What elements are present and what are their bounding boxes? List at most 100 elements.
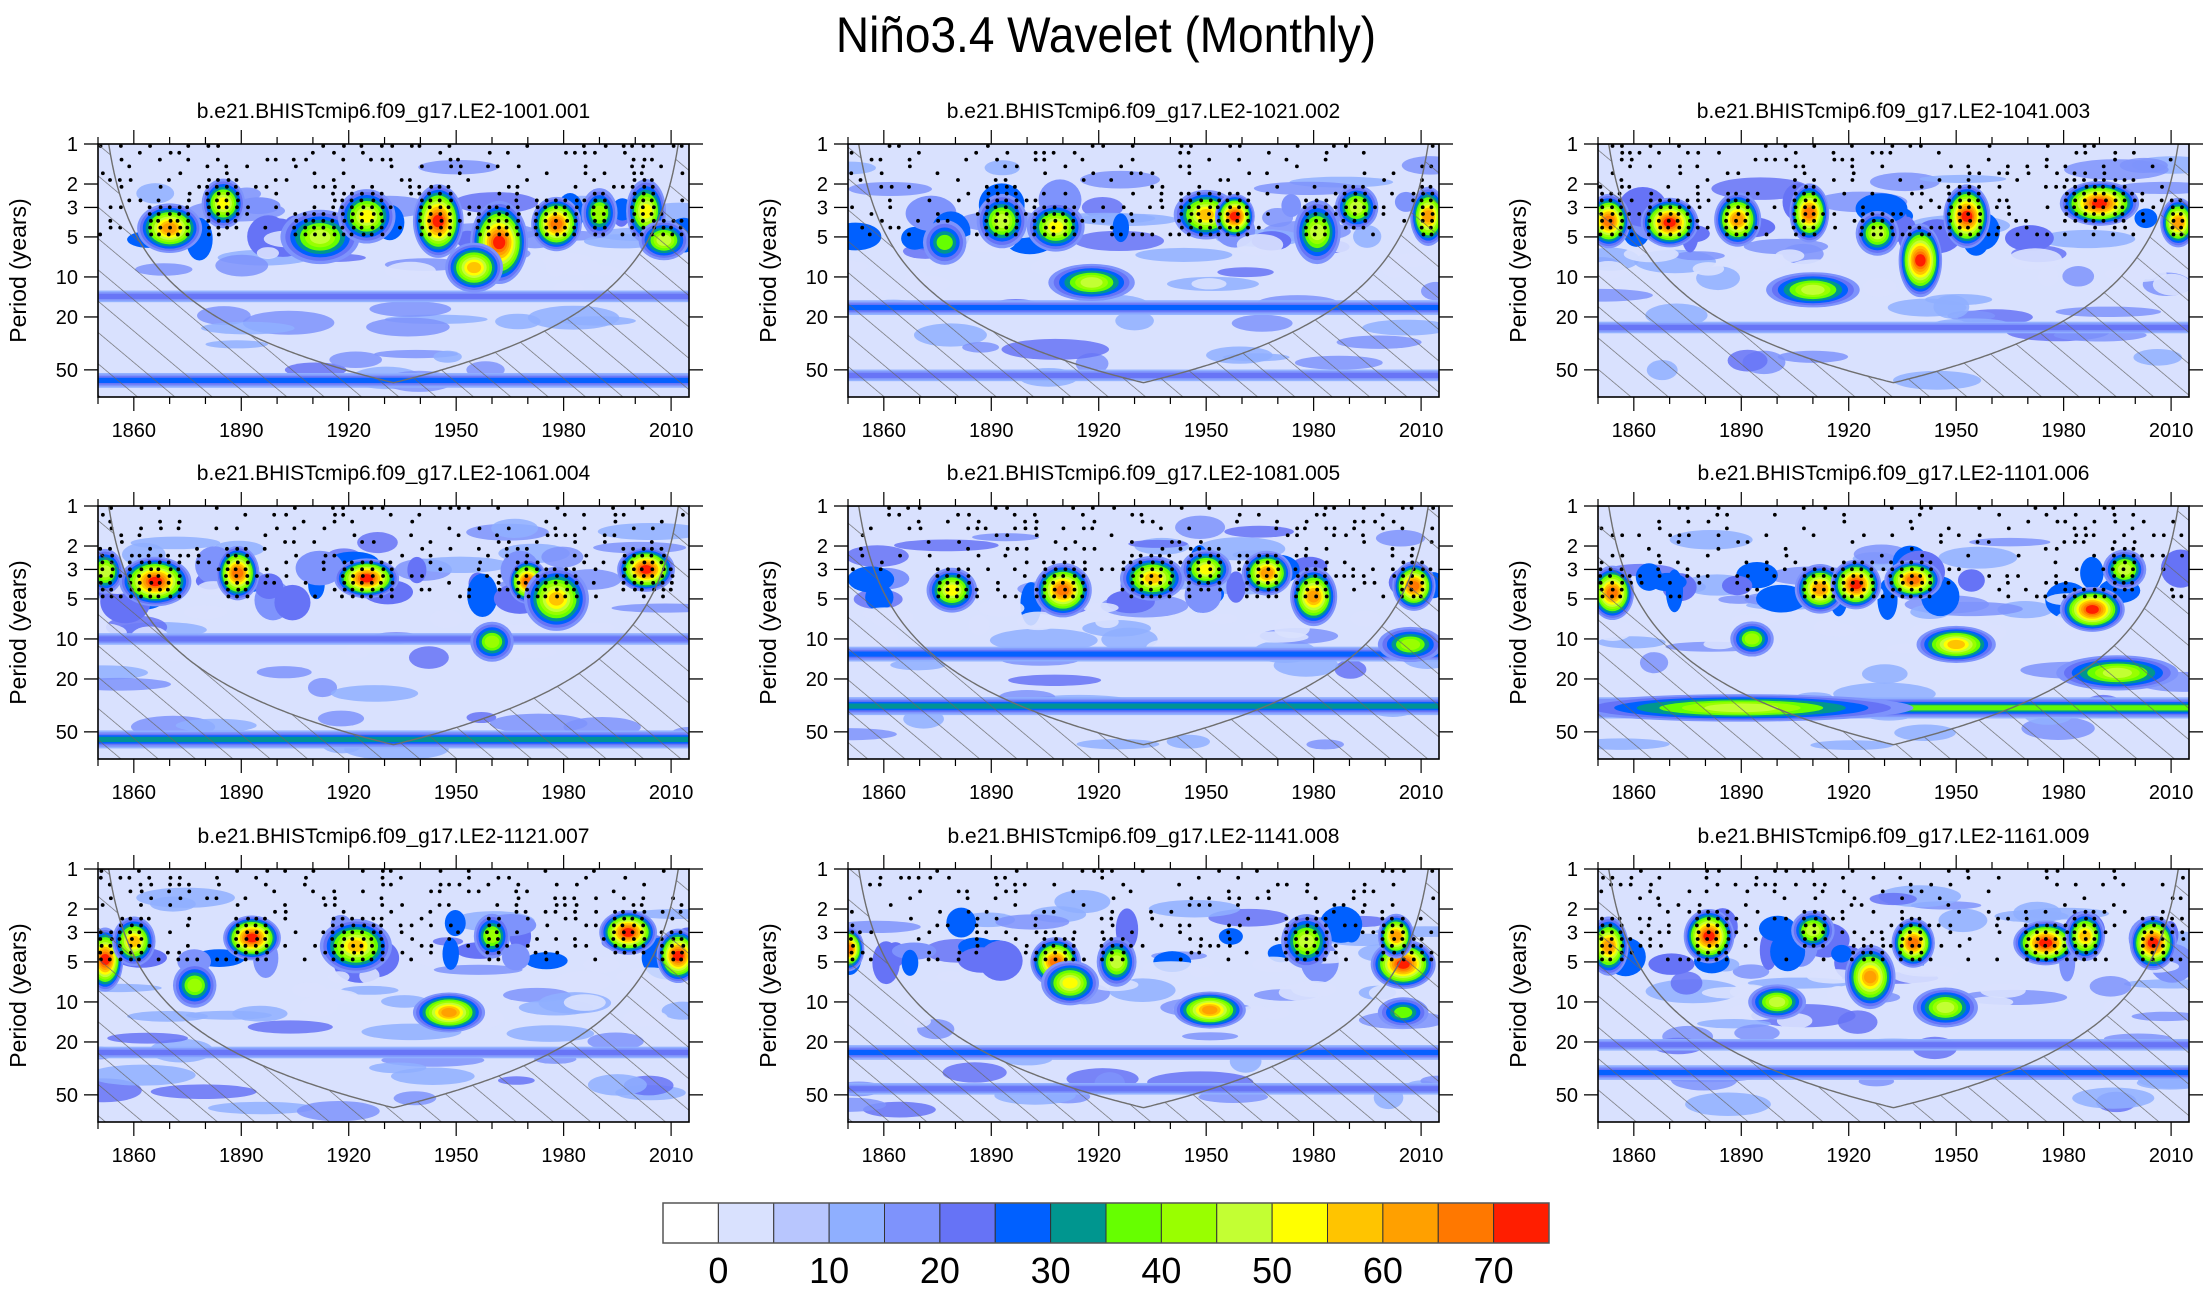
significance-dot <box>1898 875 1903 880</box>
significance-dot <box>371 916 376 921</box>
significance-dot <box>467 594 471 599</box>
significance-dot <box>2052 943 2057 948</box>
significance-dot <box>506 526 511 531</box>
significance-dot <box>1237 198 1242 203</box>
significance-dot <box>543 587 547 592</box>
significance-dot <box>146 916 151 921</box>
significance-dot <box>1657 519 1661 524</box>
significance-dot <box>371 198 376 203</box>
significance-dot <box>1362 903 1367 907</box>
significance-dot <box>351 212 355 216</box>
significance-dot <box>1948 930 1953 935</box>
significance-dot <box>2159 916 2164 921</box>
power-contour <box>1256 1006 1291 1019</box>
significance-dot <box>1891 587 1895 592</box>
significance-dot <box>1917 225 1922 230</box>
significance-dot <box>128 916 133 921</box>
significance-dot <box>331 178 336 182</box>
significance-dot <box>1918 144 1923 148</box>
x-tick-label: 1920 <box>326 1145 371 1167</box>
significance-dot <box>226 587 230 592</box>
significance-dot <box>956 574 961 578</box>
significance-dot <box>1772 205 1777 210</box>
significance-dot <box>1784 916 1788 921</box>
significance-dot <box>1706 930 1711 935</box>
significance-dot <box>1225 198 1230 203</box>
significance-dot <box>1315 950 1319 955</box>
significance-dot <box>437 184 442 189</box>
significance-dot <box>1063 546 1068 551</box>
significance-dot <box>1801 164 1806 169</box>
significance-dot <box>1811 533 1816 538</box>
significance-dot <box>1666 184 1671 189</box>
significance-dot <box>1801 506 1806 510</box>
significance-dot <box>1323 567 1328 572</box>
significance-dot <box>1695 943 1700 948</box>
significance-dot <box>185 943 190 948</box>
y-tick-label: 10 <box>56 992 78 1014</box>
significance-dot <box>1060 580 1065 585</box>
significance-dot <box>1273 553 1278 558</box>
significance-dot <box>535 574 540 578</box>
significance-dot <box>1091 218 1096 223</box>
significance-dot <box>1041 191 1046 196</box>
significance-dot <box>631 157 636 162</box>
significance-dot <box>1109 937 1114 941</box>
significance-dot <box>1053 957 1058 962</box>
significance-dot <box>477 205 481 210</box>
significance-dot <box>2055 930 2060 935</box>
significance-dot <box>1072 150 1077 155</box>
significance-dot <box>177 574 182 578</box>
significance-dot <box>887 512 891 517</box>
significance-dot <box>254 950 259 955</box>
significance-dot <box>984 930 989 935</box>
significance-dot <box>2064 212 2069 216</box>
significance-dot <box>506 205 511 210</box>
significance-dot <box>1764 232 1769 237</box>
significance-dot <box>156 957 161 962</box>
significance-dot <box>370 567 375 572</box>
panel-title: b.e21.BHISTcmip6.f09_g17.LE2-1041.003 <box>1697 100 2090 123</box>
significance-dot <box>165 950 170 955</box>
significance-dot <box>1695 218 1700 223</box>
significance-dot <box>1948 923 1953 928</box>
x-tick-label: 1980 <box>1291 782 1336 804</box>
significance-dot <box>945 218 950 223</box>
significance-dot <box>369 594 373 599</box>
significance-dot <box>1206 580 1211 585</box>
significance-dot <box>1880 937 1885 941</box>
power-contour <box>1869 892 1917 906</box>
significance-dot <box>1218 212 1222 216</box>
significance-dot <box>446 903 451 907</box>
significance-dot <box>349 191 354 196</box>
significance-dot <box>1266 896 1271 901</box>
significance-dot <box>1159 198 1164 203</box>
significance-dot <box>639 587 644 592</box>
power-contour <box>977 599 1025 617</box>
significance-dot <box>1159 587 1164 592</box>
significance-dot <box>1063 567 1068 572</box>
significance-dot <box>1977 533 1982 538</box>
significance-dot <box>926 540 931 544</box>
significance-dot <box>148 225 153 230</box>
significance-dot <box>1236 903 1240 907</box>
significance-dot <box>389 594 394 599</box>
significance-dot <box>1852 930 1857 935</box>
significance-dot <box>986 191 991 196</box>
significance-dot <box>907 184 911 189</box>
significance-dot <box>1110 909 1115 914</box>
significance-dot <box>379 560 384 565</box>
significance-dot <box>379 198 384 203</box>
significance-dot <box>1303 526 1307 531</box>
x-tick-label: 2010 <box>649 420 694 442</box>
significance-dot <box>1381 594 1386 599</box>
significance-dot <box>294 218 299 223</box>
significance-dot <box>1324 580 1329 585</box>
significance-dot <box>633 943 637 948</box>
significance-dot <box>592 869 596 873</box>
significance-dot <box>167 212 172 216</box>
significance-dot <box>1053 540 1058 544</box>
significance-dot <box>995 191 1000 196</box>
significance-dot <box>349 232 354 237</box>
significance-dot <box>388 560 393 565</box>
